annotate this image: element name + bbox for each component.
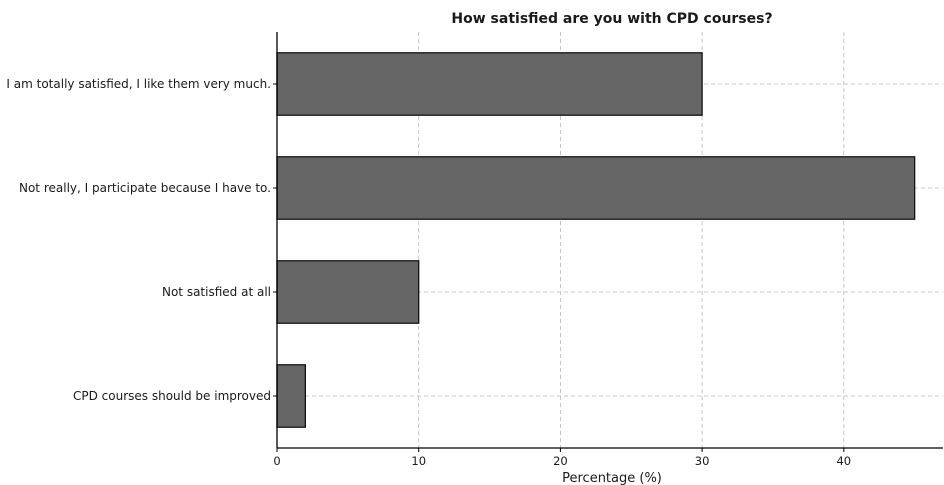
bar <box>276 260 420 324</box>
bar <box>276 52 703 116</box>
axes <box>273 32 943 452</box>
tick-labels: 0 10 20 30 40 I am totally satisfied, I like … <box>6 77 851 468</box>
x-tick-label: 0 <box>273 454 280 468</box>
y-category-label: CPD courses should be improved <box>73 389 271 403</box>
bar <box>276 364 306 428</box>
x-axis-label: Percentage (%) <box>562 471 662 485</box>
y-category-label: I am totally satisfied, I like them very… <box>6 77 271 91</box>
x-tick-label: 10 <box>411 454 426 468</box>
y-category-label: Not satisfied at all <box>162 285 271 299</box>
chart-title: How satisfied are you with CPD courses? <box>451 11 772 27</box>
x-tick-label: 20 <box>553 454 568 468</box>
bar <box>276 156 916 220</box>
y-category-label: Not really, I participate because I have… <box>19 181 271 195</box>
bars <box>276 52 916 428</box>
x-tick-label: 40 <box>836 454 851 468</box>
x-tick-label: 30 <box>695 454 710 468</box>
